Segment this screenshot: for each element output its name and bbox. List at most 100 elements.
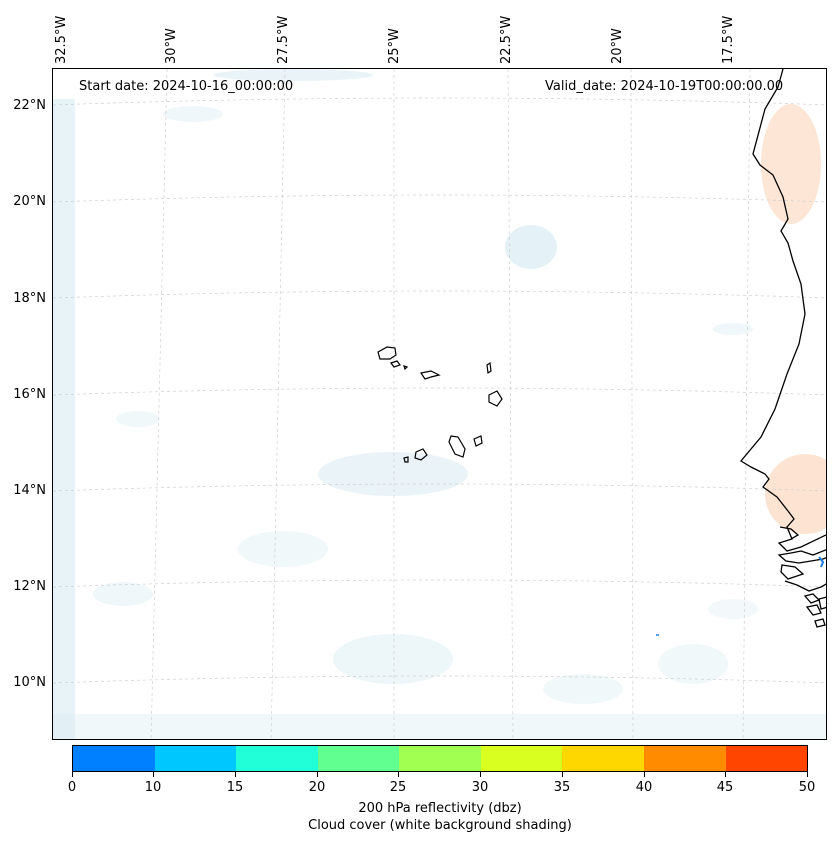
island-boa-vista [488,390,503,407]
lat-label-22n: 22°N [13,98,46,113]
map-canvas [53,69,826,739]
islands-bijagos-3 [818,596,826,610]
colorbar-segment-40-45 [643,746,726,771]
colorbar-tick-0 [72,772,73,777]
colorbar-tick-15 [235,772,236,777]
lat-label-10n: 10°N [13,675,46,690]
lat-label-14n: 14°N [13,483,46,498]
graticule [53,69,826,739]
islands-bijagos-2 [805,604,822,616]
coastline-bijagos [780,564,805,580]
island-santo-antao [377,346,397,360]
colorbar-segment-0-10 [73,746,155,771]
lon-label-17-5w: 17.5°W [721,15,736,64]
colorbar-tick-10 [153,772,154,777]
cloud-cover-shading [53,69,826,739]
colorbar-tick-label-15: 15 [226,780,244,795]
cloud-patch-south-2 [543,674,623,704]
lon-label-22-5w: 22.5°W [499,15,514,64]
colorbar-tick-label-45: 45 [716,780,734,795]
island-brava [403,456,409,463]
colorbar-label-reflectivity: 200 hPa reflectivity (dbz) [358,801,522,816]
colorbar-segment-35-40 [562,746,644,771]
meridian-22-5w [507,69,514,739]
cloud-patch-center-south [318,452,468,496]
meridian-27-5w [270,69,286,739]
lon-label-32-5w: 32.5°W [54,15,69,64]
meridian-30w [150,69,168,739]
lat-label-16n: 16°N [13,387,46,402]
warm-patch-south [765,454,826,534]
colorbar-tick-label-50: 50 [798,780,816,795]
coastline-mauritania-senegal [740,69,826,552]
coastline-gambia-guinea-bissau [779,526,800,540]
reflectivity-colorbar [72,745,808,772]
island-sao-vicente [390,360,401,368]
colorbar-tick-20 [317,772,318,777]
warm-shading [761,104,826,534]
colorbar-tick-25 [398,772,399,777]
island-fogo [414,448,428,461]
lon-label-20w: 20°W [610,28,625,64]
colorbar-tick-label-20: 20 [308,780,326,795]
parallel-22n [53,97,826,106]
cloud-patch-west-mid [116,411,160,427]
meridian-17-5w [742,69,751,739]
lat-label-12n: 12°N [13,579,46,594]
colorbar-segment-45-50 [725,746,808,771]
cloud-band-left-edge [53,99,75,739]
cloud-patch-south-1 [333,634,453,684]
cloud-patch-top-left [163,106,223,122]
coastline-guinea [784,580,826,592]
meridian-20w [630,69,634,739]
cloud-patch-north [505,225,557,269]
parallel-14n [53,483,826,492]
cloud-patch-top [213,69,373,81]
lat-label-20n: 20°N [13,194,46,209]
colorbar-tick-45 [725,772,726,777]
colorbar-label-cloud-cover: Cloud cover (white background shading) [308,818,572,833]
cloud-patch-center-south-2 [238,531,328,567]
colorbar-tick-30 [480,772,481,777]
parallel-12n [53,579,826,588]
lat-label-18n: 18°N [13,291,46,306]
cape-verde-islands [377,346,503,463]
parallel-18n [53,290,826,299]
lon-label-25w: 25°W [387,28,402,64]
colorbar-tick-label-0: 0 [67,780,77,795]
africa-coastline [740,69,826,628]
island-santa-luzia [403,365,409,371]
parallel-16n [53,387,826,396]
start-date-label: Start date: 2024-10-16_00:00:00 [79,79,294,94]
parallel-10n [53,675,826,684]
cloud-band-bottom [53,714,826,739]
parallel-20n [53,194,826,203]
colorbar-segment-20-25 [317,746,400,771]
colorbar-tick-label-30: 30 [471,780,489,795]
coastline-casamance [777,549,826,564]
islands-bijagos-1 [803,593,821,604]
cloud-patch-east [713,323,753,335]
warm-patch-north [761,104,821,224]
colorbar-segment-25-30 [399,746,481,771]
island-maio [473,435,483,447]
colorbar-segment-15-20 [236,746,318,771]
map-panel[interactable]: Start date: 2024-10-16_00:00:00 Valid_da… [52,68,827,740]
islands-bijagos-4 [814,618,826,628]
colorbar-tick-50 [807,772,808,777]
colorbar-tick-label-10: 10 [144,780,162,795]
island-sal [486,361,492,375]
colorbar-tick-40 [644,772,645,777]
valid-date-label: Valid_date: 2024-10-19T00:00:00.00 [545,79,784,94]
cloud-patch-east-mid [708,599,758,619]
colorbar-segment-30-35 [480,746,563,771]
island-santiago [448,435,466,458]
lon-label-27-5w: 27.5°W [276,15,291,64]
island-sao-nicolau [420,370,441,380]
colorbar-tick-label-35: 35 [553,780,571,795]
reflectivity-mark-coast [818,556,825,568]
colorbar-tick-35 [562,772,563,777]
cloud-patch-southwest [93,582,153,606]
lon-label-30w: 30°W [164,28,179,64]
colorbar-tick-label-40: 40 [635,780,653,795]
